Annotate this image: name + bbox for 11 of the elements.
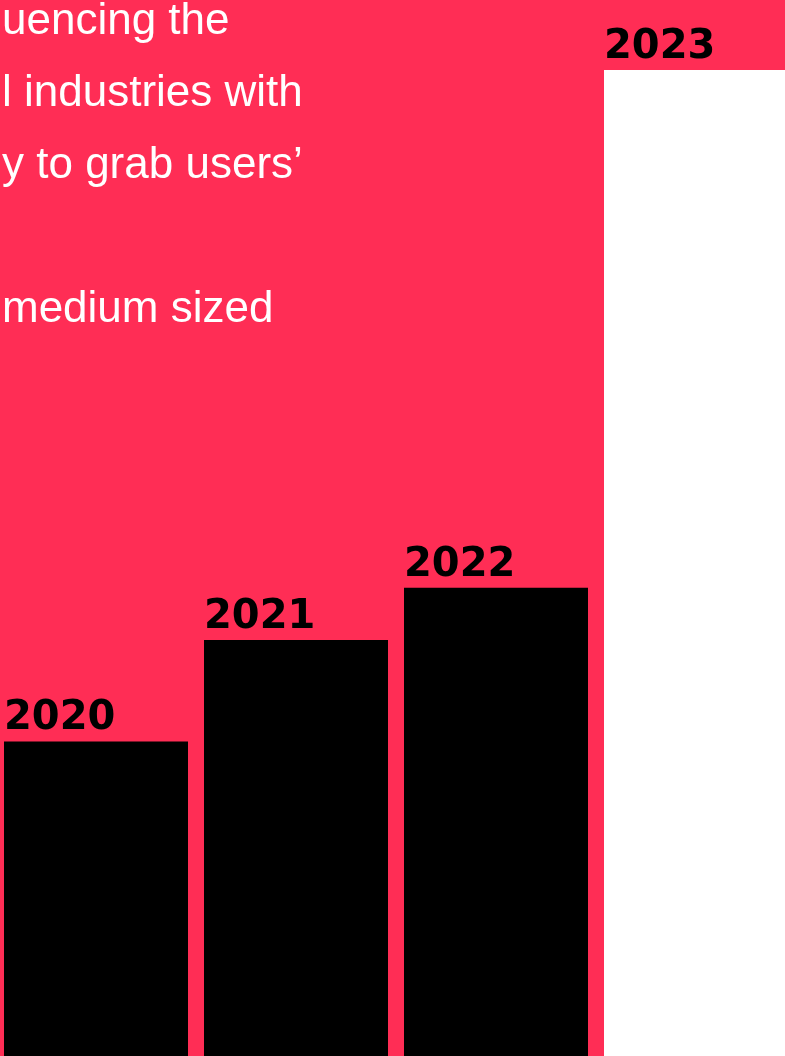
x-tick-label: 2020 (4, 692, 116, 739)
annotation: medium sized (2, 282, 274, 332)
bar (4, 741, 188, 1056)
x-tick-label: 2023 (604, 21, 716, 67)
annotation: l industries with (2, 66, 303, 116)
x-tick-label: 2022 (404, 538, 516, 585)
bar (404, 587, 588, 1056)
text: uencing the (2, 0, 230, 44)
x-tick-label: 2021 (204, 590, 316, 637)
annotation: y to grab users’ (2, 138, 303, 188)
bar (204, 639, 388, 1056)
